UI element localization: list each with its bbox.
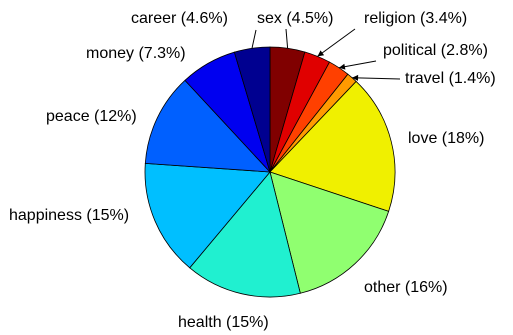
leader-line-political xyxy=(338,60,377,69)
slice-label-money: money (7.3%) xyxy=(86,45,186,62)
leader-arrowhead-political xyxy=(338,63,346,70)
pie-slice-health xyxy=(189,171,301,298)
leader-line-travel xyxy=(352,77,401,80)
slice-label-other: other (16%) xyxy=(364,279,448,296)
leader-arrowhead-travel xyxy=(352,74,359,81)
pie-slice-other xyxy=(269,171,390,294)
pie-slice-love xyxy=(269,80,396,212)
slice-label-love: love (18%) xyxy=(408,130,484,147)
slice-label-political: political (2.8%) xyxy=(383,42,488,59)
slice-label-peace: peace (12%) xyxy=(46,108,137,125)
leader-line-sex xyxy=(285,28,289,49)
leader-line-career xyxy=(251,29,257,49)
slice-label-sex: sex (4.5%) xyxy=(257,10,333,27)
pie-slice-happiness xyxy=(144,162,271,269)
pie-slice-peace xyxy=(144,79,271,173)
leader-line-religion xyxy=(317,28,356,57)
slice-label-travel: travel (1.4%) xyxy=(405,70,496,87)
slice-label-career: career (4.6%) xyxy=(131,10,228,27)
leader-arrowhead-religion xyxy=(317,50,325,57)
slice-label-religion: religion (3.4%) xyxy=(364,10,467,27)
slice-label-health: health (15%) xyxy=(178,314,269,331)
slice-label-happiness: happiness (15%) xyxy=(9,207,129,224)
